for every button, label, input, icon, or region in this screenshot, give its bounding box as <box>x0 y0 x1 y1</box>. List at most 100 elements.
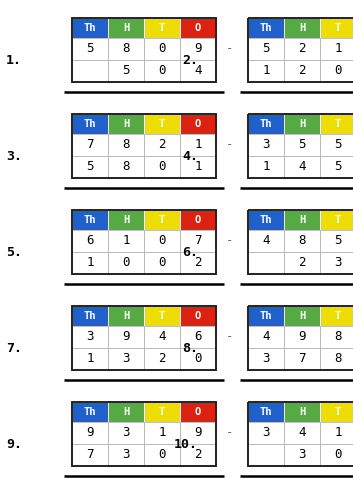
Text: 4: 4 <box>194 64 202 78</box>
Text: O: O <box>195 311 201 321</box>
Text: 1: 1 <box>122 234 130 248</box>
Bar <box>108 252 144 274</box>
Text: 1: 1 <box>194 138 202 151</box>
Bar <box>108 18 144 38</box>
Text: Th: Th <box>260 311 272 321</box>
Text: O: O <box>195 215 201 225</box>
Text: 4.: 4. <box>182 150 198 162</box>
Text: 3: 3 <box>262 138 270 151</box>
Text: T: T <box>159 311 165 321</box>
Bar <box>284 18 320 38</box>
Text: 1: 1 <box>262 160 270 173</box>
Text: 0: 0 <box>194 352 202 366</box>
Bar <box>72 306 108 326</box>
Bar <box>248 18 353 82</box>
Text: 5: 5 <box>298 138 306 151</box>
Bar <box>248 18 284 38</box>
Bar <box>144 348 180 370</box>
Bar <box>72 18 216 82</box>
Text: 2: 2 <box>298 256 306 270</box>
Bar <box>284 402 320 422</box>
Text: H: H <box>123 407 129 417</box>
Text: -: - <box>226 138 233 151</box>
Text: 8: 8 <box>334 330 342 344</box>
Bar <box>248 306 284 326</box>
Text: 4: 4 <box>158 330 166 344</box>
Bar <box>108 402 144 422</box>
Bar <box>248 252 284 274</box>
Text: 5: 5 <box>86 42 94 56</box>
Bar <box>320 38 353 60</box>
Text: T: T <box>159 215 165 225</box>
Bar <box>144 156 180 178</box>
Bar <box>248 60 284 82</box>
Text: H: H <box>123 215 129 225</box>
Bar <box>320 444 353 466</box>
Bar <box>284 60 320 82</box>
Text: 5: 5 <box>262 42 270 56</box>
Text: T: T <box>159 407 165 417</box>
Bar <box>248 402 353 466</box>
Bar <box>72 114 216 178</box>
Bar <box>72 210 108 230</box>
Bar <box>108 306 144 326</box>
Text: Th: Th <box>84 119 96 129</box>
Bar <box>248 306 353 370</box>
Text: 3: 3 <box>298 448 306 462</box>
Text: 2.: 2. <box>182 54 198 66</box>
Bar <box>144 444 180 466</box>
Text: 5: 5 <box>334 234 342 248</box>
Text: T: T <box>335 407 341 417</box>
Text: 2: 2 <box>158 138 166 151</box>
Text: 0: 0 <box>334 448 342 462</box>
Text: T: T <box>335 23 341 33</box>
Text: 3: 3 <box>334 256 342 270</box>
Bar <box>284 230 320 252</box>
Text: 9: 9 <box>194 426 202 440</box>
Bar <box>108 156 144 178</box>
Text: 0: 0 <box>158 256 166 270</box>
Bar <box>72 402 216 466</box>
Text: 2: 2 <box>158 352 166 366</box>
Text: Th: Th <box>260 119 272 129</box>
Text: H: H <box>299 215 305 225</box>
Text: Th: Th <box>84 311 96 321</box>
Text: Th: Th <box>260 407 272 417</box>
Bar <box>320 422 353 444</box>
Bar <box>108 444 144 466</box>
Bar <box>72 156 108 178</box>
Text: 4: 4 <box>298 426 306 440</box>
Bar <box>320 402 353 422</box>
Bar <box>320 306 353 326</box>
Text: H: H <box>123 311 129 321</box>
Bar <box>180 444 216 466</box>
Text: -: - <box>226 426 233 440</box>
Bar <box>72 402 108 422</box>
Text: 0: 0 <box>122 256 130 270</box>
Bar <box>248 348 284 370</box>
Bar <box>72 114 108 134</box>
Text: T: T <box>335 311 341 321</box>
Bar <box>180 210 216 230</box>
Text: 3: 3 <box>122 352 130 366</box>
Text: 9.: 9. <box>6 438 22 450</box>
Text: 9: 9 <box>86 426 94 440</box>
Text: 3: 3 <box>86 330 94 344</box>
Bar <box>320 348 353 370</box>
Bar <box>72 252 108 274</box>
Text: O: O <box>195 407 201 417</box>
Bar <box>284 422 320 444</box>
Text: 1: 1 <box>86 256 94 270</box>
Bar <box>320 252 353 274</box>
Text: 10.: 10. <box>174 438 198 450</box>
Bar <box>180 156 216 178</box>
Text: 0: 0 <box>158 448 166 462</box>
Text: 2: 2 <box>194 448 202 462</box>
Bar <box>144 38 180 60</box>
Bar <box>108 326 144 348</box>
Text: 0: 0 <box>158 160 166 173</box>
Text: 1: 1 <box>334 426 342 440</box>
Text: 7.: 7. <box>6 342 22 354</box>
Bar <box>248 444 284 466</box>
Bar <box>144 114 180 134</box>
